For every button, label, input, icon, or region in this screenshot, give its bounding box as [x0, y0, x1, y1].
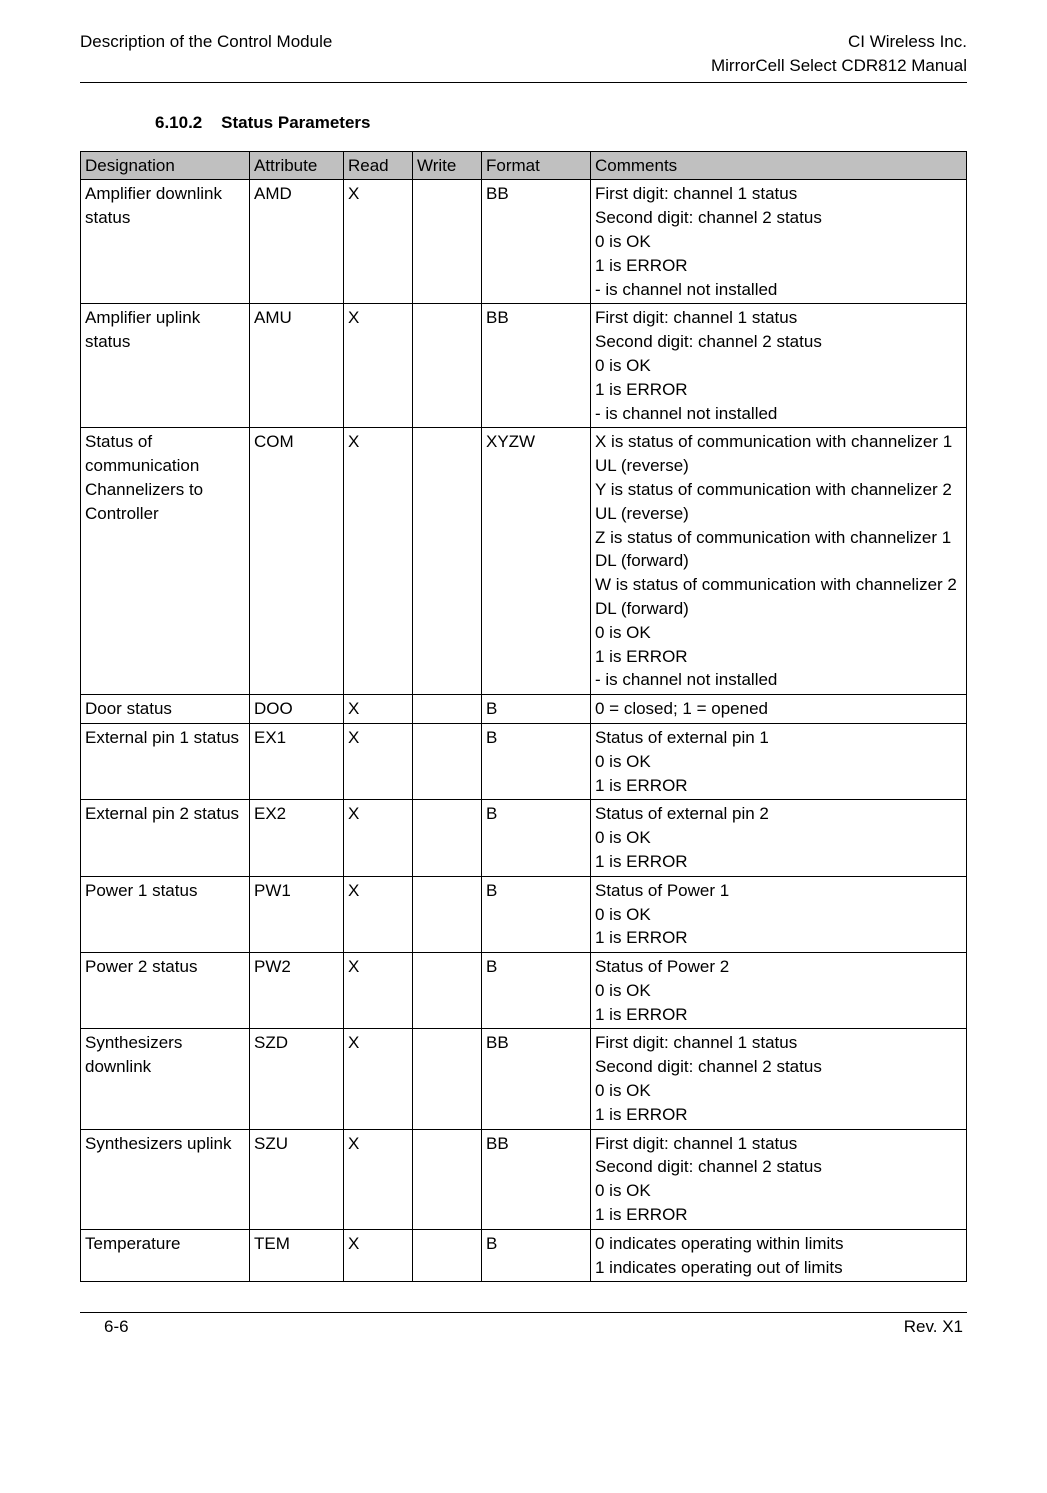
footer-revision: Rev. X1: [904, 1317, 963, 1337]
cell-comments: 0 = closed; 1 = opened: [591, 695, 967, 724]
cell-designation: Amplifier downlink status: [81, 180, 250, 304]
header-company: CI Wireless Inc.: [711, 30, 967, 54]
table-row: External pin 2 statusEX2XBStatus of exte…: [81, 800, 967, 876]
table-row: Door statusDOOX B0 = closed; 1 = opened: [81, 695, 967, 724]
cell-read: X: [344, 180, 413, 304]
cell-write: [413, 876, 482, 952]
cell-read: X: [344, 723, 413, 799]
header-manual: MirrorCell Select CDR812 Manual: [711, 54, 967, 78]
cell-comments: Status of Power 20 is OK1 is ERROR: [591, 953, 967, 1029]
section-heading: 6.10.2 Status Parameters: [155, 113, 967, 133]
cell-format: B: [482, 953, 591, 1029]
cell-attribute: PW2: [250, 953, 344, 1029]
cell-comments: First digit: channel 1 statusSecond digi…: [591, 1129, 967, 1229]
document-page: Description of the Control Module CI Wir…: [0, 0, 1047, 1357]
cell-attribute: COM: [250, 428, 344, 695]
cell-designation: External pin 1 status: [81, 723, 250, 799]
section-title-text: Status Parameters: [221, 113, 370, 132]
col-header-read: Read: [344, 151, 413, 180]
cell-write: [413, 180, 482, 304]
cell-designation: Power 1 status: [81, 876, 250, 952]
cell-write: [413, 428, 482, 695]
cell-attribute: SZU: [250, 1129, 344, 1229]
cell-read: X: [344, 953, 413, 1029]
cell-read: X: [344, 428, 413, 695]
cell-format: BB: [482, 1129, 591, 1229]
cell-attribute: PW1: [250, 876, 344, 952]
cell-comments: First digit: channel 1 statusSecond digi…: [591, 1029, 967, 1129]
table-row: Amplifier downlink statusAMDX BBFirst dig…: [81, 180, 967, 304]
footer-page-number: 6-6: [104, 1317, 129, 1337]
page-footer: 6-6 Rev. X1: [80, 1317, 967, 1337]
col-header-format: Format: [482, 151, 591, 180]
cell-write: [413, 1229, 482, 1282]
table-row: Status of communication Channelizers to …: [81, 428, 967, 695]
cell-read: X: [344, 695, 413, 724]
cell-read: X: [344, 876, 413, 952]
table-header-row: Designation Attribute Read Write Format …: [81, 151, 967, 180]
table-row: Power 2 statusPW2XBStatus of Power 20 is…: [81, 953, 967, 1029]
table-row: Power 1 statusPW1XBStatus of Power 10 is…: [81, 876, 967, 952]
table-row: TemperatureTEMX B0 indicates operating wi…: [81, 1229, 967, 1282]
page-header: Description of the Control Module CI Wir…: [80, 30, 967, 78]
cell-designation: Status of communication Channelizers to …: [81, 428, 250, 695]
col-header-attribute: Attribute: [250, 151, 344, 180]
cell-attribute: SZD: [250, 1029, 344, 1129]
cell-format: B: [482, 876, 591, 952]
cell-read: X: [344, 1029, 413, 1129]
footer-divider: [80, 1312, 967, 1313]
cell-comments: First digit: channel 1 statusSecond digi…: [591, 180, 967, 304]
cell-write: [413, 953, 482, 1029]
cell-designation: Amplifier uplink status: [81, 304, 250, 428]
col-header-write: Write: [413, 151, 482, 180]
cell-write: [413, 1029, 482, 1129]
cell-read: X: [344, 304, 413, 428]
cell-format: BB: [482, 180, 591, 304]
table-row: Synthesizers uplinkSZUX BBFirst digit: ch…: [81, 1129, 967, 1229]
col-header-comments: Comments: [591, 151, 967, 180]
cell-read: X: [344, 800, 413, 876]
status-parameters-table: Designation Attribute Read Write Format …: [80, 151, 967, 1283]
cell-designation: Synthesizers uplink: [81, 1129, 250, 1229]
cell-attribute: EX2: [250, 800, 344, 876]
table-row: Amplifier uplink statusAMUX BBFirst digit…: [81, 304, 967, 428]
cell-write: [413, 1129, 482, 1229]
cell-attribute: AMD: [250, 180, 344, 304]
cell-comments: Status of Power 10 is OK1 is ERROR: [591, 876, 967, 952]
section-number: 6.10.2: [155, 113, 202, 132]
cell-designation: Temperature: [81, 1229, 250, 1282]
cell-attribute: EX1: [250, 723, 344, 799]
cell-write: [413, 800, 482, 876]
table-row: External pin 1 statusEX1XBStatus of exte…: [81, 723, 967, 799]
cell-format: B: [482, 723, 591, 799]
cell-write: [413, 723, 482, 799]
cell-attribute: AMU: [250, 304, 344, 428]
header-left: Description of the Control Module: [80, 30, 332, 78]
cell-format: B: [482, 800, 591, 876]
cell-designation: External pin 2 status: [81, 800, 250, 876]
cell-designation: Power 2 status: [81, 953, 250, 1029]
cell-attribute: TEM: [250, 1229, 344, 1282]
cell-format: BB: [482, 304, 591, 428]
cell-designation: Door status: [81, 695, 250, 724]
cell-comments: 0 indicates operating within limits1 ind…: [591, 1229, 967, 1282]
header-right: CI Wireless Inc. MirrorCell Select CDR81…: [711, 30, 967, 78]
cell-write: [413, 695, 482, 724]
cell-comments: First digit: channel 1 statusSecond digi…: [591, 304, 967, 428]
cell-attribute: DOO: [250, 695, 344, 724]
cell-format: XYZW: [482, 428, 591, 695]
table-row: Synthesizers downlinkSZDX BBFirst digit: …: [81, 1029, 967, 1129]
cell-read: X: [344, 1129, 413, 1229]
cell-comments: Status of external pin 10 is OK1 is ERRO…: [591, 723, 967, 799]
cell-write: [413, 304, 482, 428]
cell-read: X: [344, 1229, 413, 1282]
cell-designation: Synthesizers downlink: [81, 1029, 250, 1129]
cell-format: BB: [482, 1029, 591, 1129]
cell-comments: X is status of communication with channe…: [591, 428, 967, 695]
header-divider: [80, 82, 967, 83]
cell-format: B: [482, 695, 591, 724]
col-header-designation: Designation: [81, 151, 250, 180]
cell-format: B: [482, 1229, 591, 1282]
cell-comments: Status of external pin 20 is OK1 is ERRO…: [591, 800, 967, 876]
